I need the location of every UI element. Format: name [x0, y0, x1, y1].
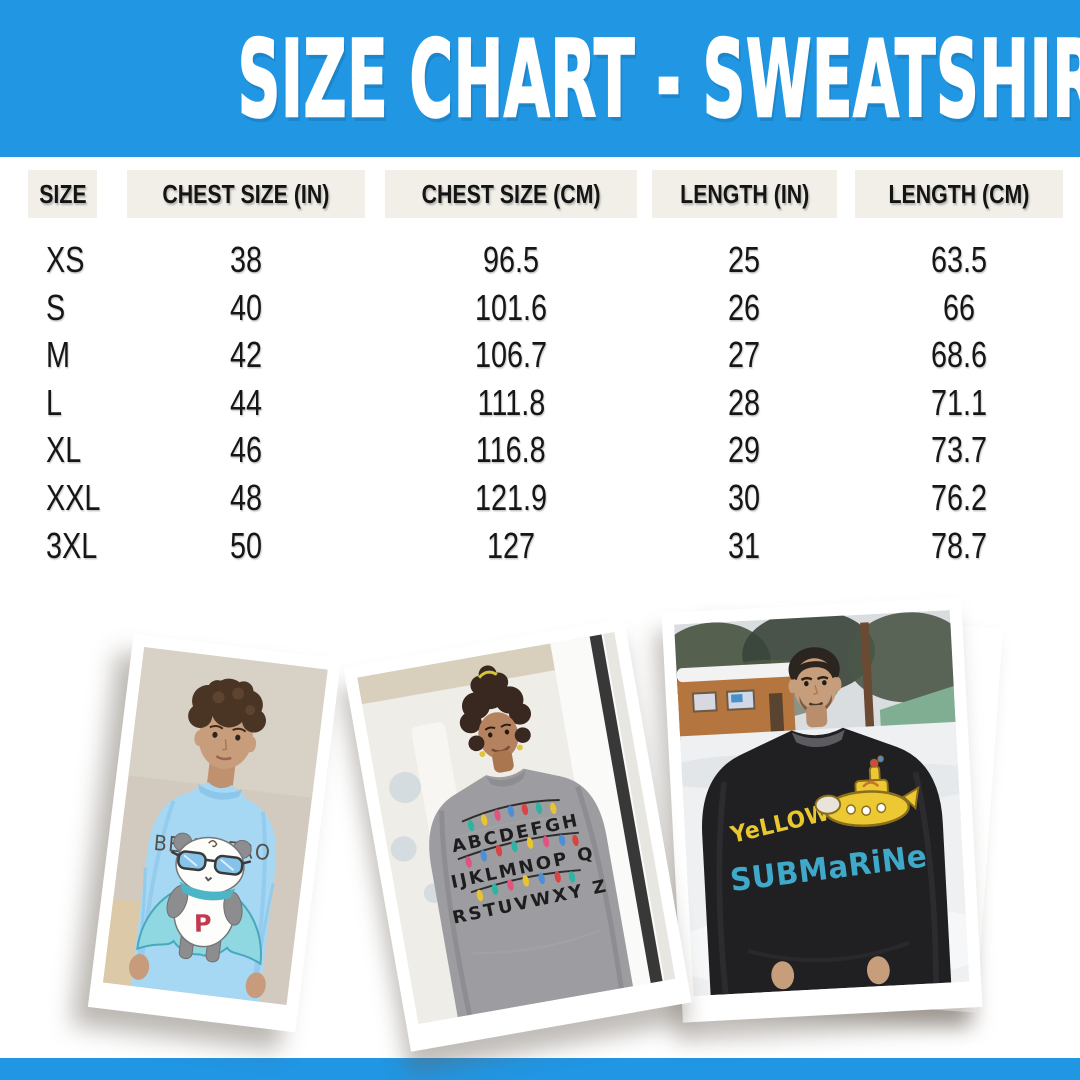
length-in-value: 31: [728, 524, 761, 566]
length-in-value: 27: [728, 334, 761, 376]
footer-bar: [0, 1058, 1080, 1080]
column-header-size: SIZE: [28, 170, 97, 218]
size-label: L: [46, 381, 63, 423]
model-2: [429, 665, 634, 1018]
length-cm-value: 76.2: [930, 477, 988, 518]
size-label: XS: [46, 239, 85, 280]
length-cm-value: 71.1: [930, 381, 988, 423]
submarine-illustration: [814, 755, 920, 828]
length-cm-value: 73.7: [930, 429, 988, 471]
chest-cm-value: 111.8: [477, 381, 545, 423]
size-label: XXL: [46, 477, 101, 518]
column-header-chest-in: CHEST SIZE (IN): [127, 170, 365, 218]
size-label: 3XL: [46, 524, 98, 566]
table-row: S 40 101.6 26 66: [0, 284, 1080, 332]
photo2-scene: ABCDEFGH IJKLMNOP Q RSTUVWXY Z: [357, 632, 676, 1025]
size-label: S: [46, 286, 66, 328]
product-photo-blue-sweatshirt: BE A HERO P: [87, 633, 342, 1033]
chest-in-value: 48: [229, 477, 263, 518]
column-header-chest-cm: CHEST SIZE (CM): [385, 170, 637, 218]
size-label: M: [46, 334, 70, 376]
length-cm-value: 66: [942, 286, 976, 328]
length-in-value: 28: [728, 381, 761, 423]
photo1-scene: BE A HERO P: [102, 647, 328, 1006]
table-row: XS 38 96.5 25 63.5: [0, 236, 1080, 284]
product-photo-gray-sweatshirt: ABCDEFGH IJKLMNOP Q RSTUVWXY Z: [343, 618, 692, 1052]
chest-cm-value: 127: [486, 524, 536, 566]
chest-cm-value: 116.8: [476, 429, 546, 471]
chest-in-value: 40: [229, 286, 263, 328]
length-cm-value: 63.5: [930, 239, 988, 280]
column-header-length-cm: LENGTH (CM): [855, 170, 1063, 218]
chest-in-value: 50: [229, 524, 263, 566]
photo3-scene: YeLLOW SUBMaRiNe: [674, 610, 970, 996]
table-row: L 44 111.8 28 71.1: [0, 379, 1080, 427]
light-bulbs-row2: [465, 834, 579, 868]
product-photo-black-sweatshirt: YeLLOW SUBMaRiNe: [661, 597, 983, 1023]
chest-in-value: 44: [229, 381, 263, 423]
panda-emblem-letter: P: [194, 910, 212, 938]
chest-in-value: 42: [229, 334, 263, 376]
length-in-value: 29: [728, 429, 761, 471]
chest-cm-value: 121.9: [474, 477, 548, 518]
length-in-value: 30: [728, 477, 761, 518]
table-row: M 42 106.7 27 68.6: [0, 331, 1080, 379]
chest-cm-value: 106.7: [474, 334, 548, 376]
table-row: XL 46 116.8 29 73.7: [0, 426, 1080, 474]
length-in-value: 26: [728, 286, 761, 328]
table-row: 3XL 50 127 31 78.7: [0, 522, 1080, 570]
header-banner: SIZE CHART - SWEATSHIRTS: [0, 0, 1080, 157]
chest-in-value: 46: [229, 429, 263, 471]
chest-in-value: 38: [229, 239, 263, 280]
curly-updo: [459, 665, 532, 734]
table-row: XXL 48 121.9 30 76.2: [0, 474, 1080, 522]
column-header-length-in: LENGTH (IN): [652, 170, 837, 218]
blurred-building: [676, 662, 797, 741]
light-bulbs-row1: [467, 802, 557, 832]
length-in-value: 25: [728, 239, 761, 280]
chest-cm-value: 96.5: [482, 239, 540, 280]
length-cm-value: 68.6: [930, 334, 988, 376]
length-cm-value: 78.7: [930, 524, 988, 566]
light-bulbs-row3: [476, 871, 576, 902]
page-title: SIZE CHART - SWEATSHIRTS: [237, 17, 1080, 143]
size-label: XL: [46, 429, 82, 471]
chest-cm-value: 101.6: [474, 286, 548, 328]
green-roof: [879, 685, 956, 734]
be-a-hero-panda-graphic: BE A HERO P: [136, 830, 273, 966]
